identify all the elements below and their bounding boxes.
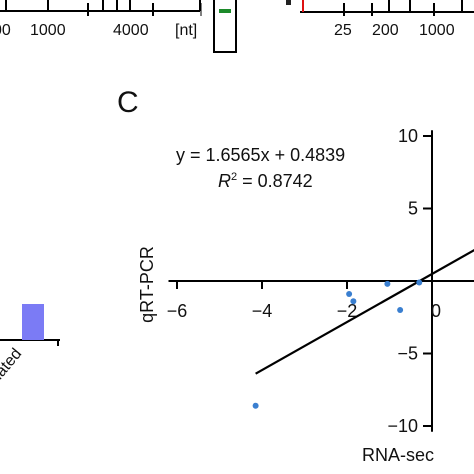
top-left-axis — [0, 0, 202, 16]
data-point — [252, 402, 259, 409]
data-point — [384, 280, 391, 287]
regression-equation: y = 1.6565x + 0.4839 — [176, 145, 346, 165]
y-tick-label: 10 — [398, 126, 418, 146]
top-left-tick-label-1: 1000 — [30, 22, 66, 39]
gel-band — [219, 9, 231, 13]
bar — [22, 304, 44, 340]
top-right-axis — [286, 0, 474, 16]
r-superscript: 2 — [231, 171, 238, 183]
data-point — [346, 291, 353, 298]
x-tick-label: −4 — [252, 301, 273, 321]
r-squared-value: = 0.8742 — [237, 171, 313, 191]
top-right-tick-label-0: 25 — [334, 22, 352, 39]
data-point — [397, 307, 404, 313]
y-tick-label: −5 — [397, 344, 418, 364]
top-right-tick-label-2: 1000 — [419, 22, 455, 39]
data-point — [416, 279, 423, 286]
top-left-tick-label-0: 00 — [0, 22, 11, 39]
top-right-tick-label-1: 200 — [372, 22, 399, 39]
regression-line — [255, 248, 474, 375]
r-symbol: R — [218, 171, 231, 191]
y-tick-label: −10 — [387, 416, 418, 436]
panel-letter: C — [117, 86, 139, 119]
panel-b-fragment — [0, 304, 60, 346]
panel-c-plot: −6 −4 −2 0 −10 −5 5 10 — [167, 126, 474, 436]
x-tick-label: 0 — [431, 301, 441, 321]
top-left-tick-label-3: [nt] — [175, 22, 198, 39]
x-tick-label: −6 — [167, 301, 188, 321]
x-tick-label: −2 — [337, 301, 358, 321]
data-point — [350, 298, 357, 305]
top-left-tick-label-2: 4000 — [113, 22, 149, 39]
r-squared-label: R2 = 0.8742 — [218, 171, 313, 192]
y-tick-label: 5 — [408, 199, 418, 219]
gel-lane — [213, 0, 237, 53]
x-axis-label: RNA-sec — [362, 445, 435, 465]
y-axis-label: qRT-PCR — [136, 246, 157, 323]
